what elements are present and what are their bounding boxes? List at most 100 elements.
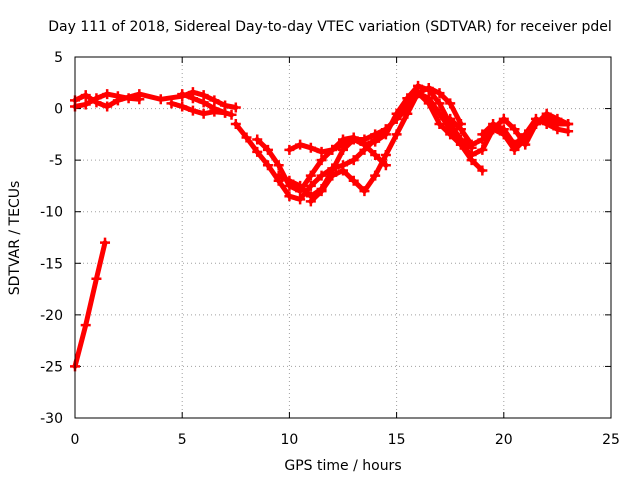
y-tick-label: -25 — [40, 359, 63, 375]
data-point — [177, 89, 188, 100]
data-point — [434, 98, 445, 109]
data-point — [477, 129, 488, 140]
y-tick-label: -15 — [40, 256, 63, 272]
data-point — [348, 155, 359, 166]
data-point — [166, 98, 177, 109]
data-point — [316, 186, 327, 197]
data-point — [509, 124, 520, 135]
data-point — [220, 107, 231, 118]
data-point — [284, 191, 295, 202]
plot-frame — [74, 56, 612, 419]
data-point — [305, 180, 316, 191]
data-point — [209, 103, 220, 114]
data-point — [134, 94, 145, 105]
data-point — [552, 124, 563, 135]
y-axis-label: SDTVAR / TECUs — [7, 181, 23, 296]
data-point — [413, 88, 424, 99]
data-point — [455, 139, 466, 150]
data-point — [370, 136, 381, 147]
data-point — [359, 139, 370, 150]
x-axis-label: GPS time / hours — [284, 458, 401, 474]
data-point — [338, 144, 348, 155]
data-point — [100, 237, 111, 248]
data-point — [187, 93, 198, 104]
data-point — [348, 132, 359, 143]
chart-title: Day 111 of 2018, Sidereal Day-to-day VTE… — [48, 19, 612, 35]
data-point — [80, 90, 91, 101]
data-point — [498, 124, 509, 135]
data-point — [477, 144, 488, 155]
data-point — [295, 139, 306, 150]
data-point — [112, 91, 123, 102]
y-tick-label: -10 — [40, 205, 63, 221]
data-point — [370, 170, 381, 181]
data-point — [477, 165, 488, 176]
data-point — [380, 129, 391, 140]
data-point — [466, 149, 477, 160]
data-point — [198, 108, 209, 119]
x-tick-label: 0 — [71, 432, 80, 448]
data-point — [91, 273, 102, 284]
x-tick-label: 15 — [388, 432, 406, 448]
data-point — [520, 129, 531, 140]
y-tick-label: -20 — [40, 308, 63, 324]
data-point — [273, 160, 284, 171]
data-point — [445, 129, 456, 140]
data-point — [563, 126, 574, 137]
data-point — [177, 101, 188, 112]
data-point — [230, 119, 241, 130]
data-point — [402, 108, 413, 119]
data-point — [102, 101, 113, 112]
series-line — [72, 240, 108, 369]
data-point — [198, 97, 209, 108]
data-point — [338, 165, 348, 176]
data-point — [102, 89, 113, 100]
data-point — [434, 88, 445, 99]
data-point — [284, 175, 295, 186]
data-point — [316, 146, 327, 157]
grid-layer — [75, 57, 611, 418]
data-point — [230, 102, 241, 113]
x-tick-label: 20 — [495, 432, 513, 448]
data-point — [262, 160, 273, 171]
y-tick-label: 0 — [54, 102, 63, 118]
data-point — [498, 113, 509, 124]
data-point — [91, 93, 102, 104]
data-point — [273, 170, 284, 181]
data-point — [348, 175, 359, 186]
data-point — [123, 93, 134, 104]
data-point — [402, 93, 413, 104]
data-point — [284, 144, 295, 155]
x-tick-label: 5 — [178, 432, 187, 448]
data-point — [316, 170, 327, 181]
data-point — [305, 196, 316, 207]
tick-layer — [74, 56, 612, 419]
y-tick-label: -5 — [49, 153, 63, 169]
data-point — [80, 320, 91, 331]
data-point — [187, 105, 198, 116]
x-tick-label: 25 — [602, 432, 620, 448]
data-point — [445, 113, 456, 124]
data-point — [305, 170, 316, 181]
data-point — [391, 129, 402, 140]
series-track-d — [177, 89, 237, 120]
data-point — [541, 119, 552, 130]
data-point — [262, 144, 273, 155]
data-point — [455, 124, 466, 135]
series-track-h — [284, 132, 391, 171]
data-point — [327, 144, 338, 155]
y-tick-labels: -30 -25 -20 -15 -10 -5 0 5 — [40, 50, 63, 427]
y-tick-label: -30 — [40, 411, 63, 427]
series-track-rising — [70, 237, 111, 372]
x-tick-label: 10 — [280, 432, 298, 448]
data-point — [359, 186, 370, 197]
y-tick-label: 5 — [54, 50, 63, 66]
data-point — [434, 119, 445, 130]
data-point — [380, 149, 391, 160]
data-point — [226, 109, 237, 120]
series-line — [233, 90, 485, 202]
data-point — [80, 99, 91, 110]
series-track-k — [477, 113, 574, 150]
data-point — [423, 98, 434, 109]
